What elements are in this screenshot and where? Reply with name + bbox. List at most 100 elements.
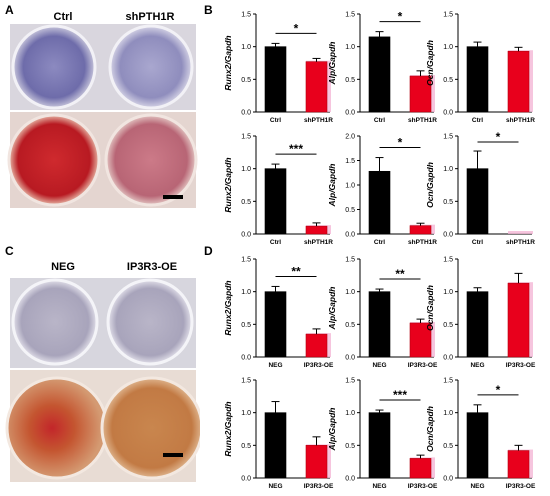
chart-d-0-0-ytick-label-3: 1.5 xyxy=(241,257,251,264)
chart-d-0-0-xtick-label-0: NEG xyxy=(268,362,282,369)
chart-b-1-2-ytick-label-3: 1.5 xyxy=(443,134,453,141)
chart-d-1-0-ytick-label-2: 1.0 xyxy=(241,410,251,417)
chart-b-1-1-ylabel: Alp/Gapdh xyxy=(327,164,337,208)
chart-d-1-2-bar-1 xyxy=(507,450,530,479)
chart-b-0-0-bar-1 xyxy=(305,61,328,113)
chart-d-0-0-ytick-label-1: 0.5 xyxy=(241,322,251,329)
chart-b-1-0-bar-0 xyxy=(264,168,287,235)
chart-b-1-2-ytick-label-0: 0.0 xyxy=(443,232,453,239)
chart-b-1-1-bar-1 xyxy=(409,225,432,235)
chart-b-0-1-ylabel: Alp/Gapdh xyxy=(327,42,337,86)
chart-b-0-1-sig-label: * xyxy=(398,10,403,24)
chart-b-1-0-bar-1 xyxy=(305,225,328,235)
chart-d-0-2-ytick-label-2: 1.0 xyxy=(443,289,453,296)
chart-d-0-0-bar-0 xyxy=(264,291,287,358)
chart-d-1-1-xtick-label-0: NEG xyxy=(372,483,386,490)
chart-d-0-1-xtick-label-0: NEG xyxy=(372,362,386,369)
chart-b-0-0-ytick-label-1: 0.5 xyxy=(241,77,251,84)
chart-d-0-1-ytick-label-2: 1.0 xyxy=(345,289,355,296)
chart-d-0-0-xtick-label-1: IP3R3-OE xyxy=(304,362,334,369)
well-ctrl-ars xyxy=(7,113,101,207)
chart-b-0-2-bar-1 xyxy=(507,50,530,113)
chart-d-0-2-ytick-label-3: 1.5 xyxy=(443,257,453,264)
chart-d-0-2-xtick-label-1: IP3R3-OE xyxy=(506,362,536,369)
chart-d-1-2-sig-label: * xyxy=(496,383,501,397)
chart-d-0-1-ytick-label-3: 1.5 xyxy=(345,257,355,264)
chart-d-1-0-bar-0 xyxy=(264,412,287,479)
chart-d-0-1-ytick-label-1: 0.5 xyxy=(345,322,355,329)
chart-b-0-2-ytick-label-1: 0.5 xyxy=(443,77,453,84)
chart-b-1-2-bar-halo-1 xyxy=(508,231,533,234)
chart-d-1-0-ytick-label-0: 0.0 xyxy=(241,476,251,483)
chart-d-1-1-ytick-label-2: 1.0 xyxy=(345,410,355,417)
chart-d-1-1-bar-1 xyxy=(409,458,432,479)
chart-b-1-2-ylabel: Ocn/Gapdh xyxy=(425,162,435,208)
panel-letter-c: C xyxy=(5,244,14,258)
chart-b-0-1-xtick-label-1: shPTH1R xyxy=(408,117,437,124)
chart-b-0-1-bar-0 xyxy=(368,36,391,113)
image-label-neg: NEG xyxy=(51,261,75,273)
chart-d-0-2-ylabel: Ocn/Gapdh xyxy=(425,285,435,331)
chart-d-1-1-ytick-label-1: 0.5 xyxy=(345,443,355,450)
chart-d-1-2-xtick-label-1: IP3R3-OE xyxy=(506,483,536,490)
well-ctrl-alp xyxy=(11,24,97,110)
chart-d-1-0-xtick-label-0: NEG xyxy=(268,483,282,490)
chart-d-0-2-bar-1 xyxy=(507,282,530,358)
chart-b-1-0-ytick-label-2: 1.0 xyxy=(241,166,251,173)
chart-b-1-0-ytick-label-3: 1.5 xyxy=(241,134,251,141)
chart-b-1-1-bar-0 xyxy=(368,170,391,235)
chart-b-1-0-ytick-label-0: 0.0 xyxy=(241,232,251,239)
chart-d-0-2-ytick-label-0: 0.0 xyxy=(443,355,453,362)
panel-letter-b: B xyxy=(204,3,213,17)
well-ip3r3-alp xyxy=(106,278,194,366)
chart-d-1-1-bar-0 xyxy=(368,412,391,479)
chart-b-1-2-xtick-label-1: shPTH1R xyxy=(506,239,535,246)
chart-b-0-1-ytick-label-3: 1.5 xyxy=(345,12,355,19)
chart-d-1-2-ytick-label-3: 1.5 xyxy=(443,378,453,385)
chart-b-0-2-ytick-label-3: 1.5 xyxy=(443,12,453,19)
chart-b-1-2-ytick-label-2: 1.0 xyxy=(443,166,453,173)
image-label-ip3r3-oe: IP3R3-OE xyxy=(126,261,178,273)
chart-b-1-2-xtick-label-0: Ctrl xyxy=(472,239,483,246)
well-ip3r3-ars xyxy=(100,376,200,480)
scale-bar-c xyxy=(163,453,183,457)
scale-bar-a xyxy=(163,195,183,199)
chart-b-1-0-xtick-label-0: Ctrl xyxy=(270,239,281,246)
chart-b-0-1-ytick-label-2: 1.0 xyxy=(345,44,355,51)
chart-d-1-2-bar-0 xyxy=(466,412,489,479)
stain-images-a xyxy=(7,24,198,208)
chart-b-1-1-xtick-label-1: shPTH1R xyxy=(408,239,437,246)
chart-b-1-2-sig-label: * xyxy=(496,130,501,144)
stain-images-c xyxy=(5,278,200,482)
chart-b-1-1-sig-label: * xyxy=(398,136,403,150)
chart-d-1-0-ytick-label-1: 0.5 xyxy=(241,443,251,450)
chart-b-0-0-ytick-label-2: 1.0 xyxy=(241,44,251,51)
chart-d-1-1-sig-label: *** xyxy=(393,388,407,402)
chart-d-1-2-xtick-label-0: NEG xyxy=(470,483,484,490)
chart-b-1-1-ytick-label-2: 1.0 xyxy=(345,183,355,190)
chart-b-1-1-ytick-label-4: 2.0 xyxy=(345,134,355,141)
panel-letter-a: A xyxy=(5,3,14,17)
chart-b-1-2-ytick-label-1: 0.5 xyxy=(443,199,453,206)
chart-b-0-0-bar-0 xyxy=(264,46,287,113)
chart-d-0-2-bar-0 xyxy=(466,291,489,358)
chart-b-0-0-xtick-label-0: Ctrl xyxy=(270,117,281,124)
chart-b-0-2-ytick-label-0: 0.0 xyxy=(443,110,453,117)
chart-d-0-1-xtick-label-1: IP3R3-OE xyxy=(408,362,438,369)
chart-b-0-0-ytick-label-0: 0.0 xyxy=(241,110,251,117)
chart-b-1-0-xtick-label-1: shPTH1R xyxy=(304,239,333,246)
chart-b-1-0-sig-label: *** xyxy=(289,142,303,156)
chart-b-1-1-ytick-label-1: 0.5 xyxy=(345,207,355,214)
chart-b-0-2-ylabel: Ocn/Gapdh xyxy=(425,40,435,86)
chart-d-1-2-ytick-label-1: 0.5 xyxy=(443,443,453,450)
chart-b-0-2-bar-0 xyxy=(466,46,489,113)
chart-b-1-1-ytick-label-0: 0.0 xyxy=(345,232,355,239)
chart-b-0-2-xtick-label-0: Ctrl xyxy=(472,117,483,124)
well-shpth1r-alp xyxy=(108,24,194,110)
chart-d-0-0-ylabel: Runx2/Gapdh xyxy=(223,280,233,335)
chart-d-1-2-ylabel: Ocn/Gapdh xyxy=(425,406,435,452)
chart-b-0-0-sig-label: * xyxy=(294,21,299,35)
chart-d-0-1-bar-0 xyxy=(368,291,391,358)
chart-d-1-1-ylabel: Alp/Gapdh xyxy=(327,408,337,452)
chart-b-0-2-xtick-label-1: shPTH1R xyxy=(506,117,535,124)
